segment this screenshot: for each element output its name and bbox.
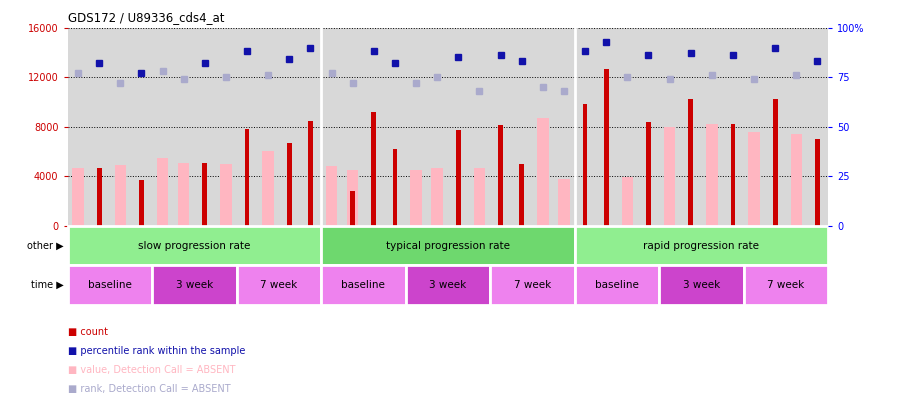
Bar (706, 124, 717, 226)
Bar (815, 139, 820, 226)
Text: ■ count: ■ count (68, 327, 107, 337)
Bar (473, 168, 485, 226)
Text: baseline: baseline (341, 280, 385, 290)
Bar (490, 265, 574, 305)
Bar (574, 265, 659, 305)
Bar (773, 99, 778, 226)
Bar (97, 168, 102, 226)
Text: other ▶: other ▶ (27, 240, 63, 251)
Bar (574, 226, 828, 265)
Bar (499, 126, 503, 226)
Text: 7 week: 7 week (514, 280, 551, 290)
Bar (743, 265, 828, 305)
Text: slow progression rate: slow progression rate (138, 240, 250, 251)
Text: time ▶: time ▶ (31, 280, 63, 290)
Text: 3 week: 3 week (682, 280, 720, 290)
Bar (263, 151, 274, 226)
Bar (731, 124, 735, 226)
Bar (245, 129, 249, 226)
Bar (748, 131, 760, 226)
Bar (659, 265, 743, 305)
Bar (392, 149, 397, 226)
Bar (202, 163, 207, 226)
Bar (582, 105, 588, 226)
Bar (456, 130, 461, 226)
Bar (622, 177, 633, 226)
Bar (410, 170, 422, 226)
Bar (152, 265, 237, 305)
Bar (178, 163, 190, 226)
Bar (372, 112, 376, 226)
Bar (321, 226, 574, 265)
Text: 7 week: 7 week (767, 280, 805, 290)
Text: typical progression rate: typical progression rate (386, 240, 509, 251)
Text: GDS172 / U89336_cds4_at: GDS172 / U89336_cds4_at (68, 11, 224, 24)
Bar (558, 179, 570, 226)
Bar (646, 122, 651, 226)
Bar (308, 120, 313, 226)
Bar (237, 265, 321, 305)
Bar (664, 127, 675, 226)
Bar (68, 265, 152, 305)
Bar (321, 265, 406, 305)
Bar (790, 134, 802, 226)
Bar (114, 165, 126, 226)
Bar (220, 164, 231, 226)
Text: ■ value, Detection Call = ABSENT: ■ value, Detection Call = ABSENT (68, 365, 235, 375)
Bar (68, 226, 321, 265)
Bar (350, 191, 355, 226)
Text: rapid progression rate: rapid progression rate (644, 240, 760, 251)
Text: 3 week: 3 week (429, 280, 466, 290)
Bar (688, 99, 693, 226)
Bar (519, 164, 524, 226)
Bar (287, 143, 292, 226)
Bar (157, 158, 168, 226)
Text: baseline: baseline (88, 280, 131, 290)
Text: ■ percentile rank within the sample: ■ percentile rank within the sample (68, 346, 245, 356)
Text: 7 week: 7 week (260, 280, 297, 290)
Bar (346, 170, 358, 226)
Bar (431, 168, 443, 226)
Text: 3 week: 3 week (176, 280, 213, 290)
Bar (537, 118, 549, 226)
Text: ■ rank, Detection Call = ABSENT: ■ rank, Detection Call = ABSENT (68, 384, 230, 394)
Bar (326, 166, 338, 226)
Bar (406, 265, 490, 305)
Bar (604, 69, 608, 226)
Bar (140, 180, 144, 226)
Text: baseline: baseline (595, 280, 639, 290)
Bar (72, 168, 84, 226)
